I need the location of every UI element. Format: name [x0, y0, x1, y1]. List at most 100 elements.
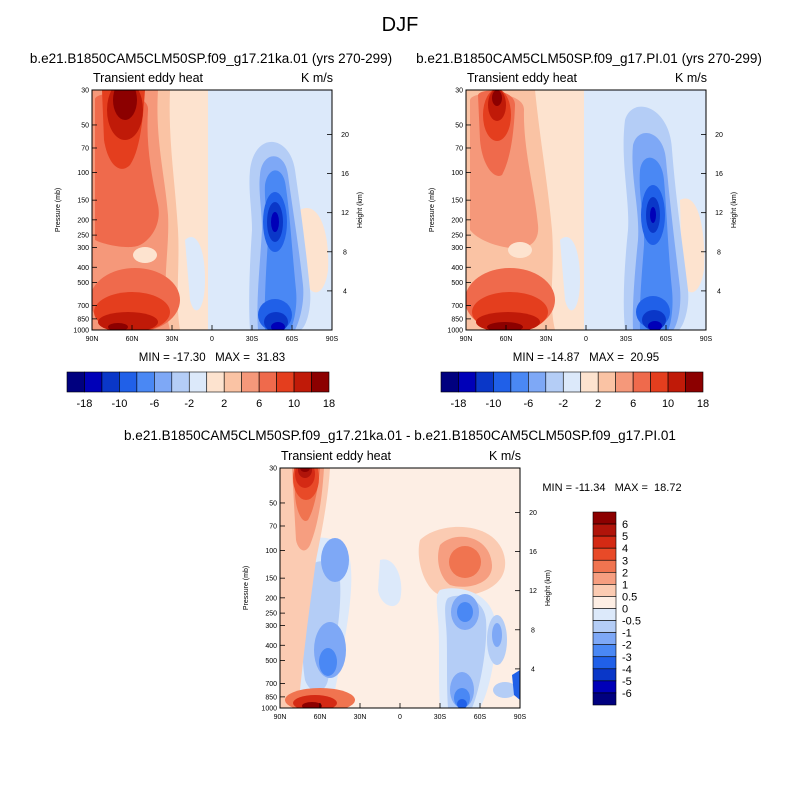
y-tick-label: 50 [455, 122, 463, 129]
y-tick-label: 30 [81, 88, 89, 95]
x-tick-label: 30S [246, 336, 259, 343]
height-tick-label: 20 [529, 510, 537, 517]
y-tick-label: 700 [451, 303, 463, 310]
colorbar-box [592, 535, 617, 549]
y-tick-label: 850 [265, 694, 277, 701]
colorbar-box [171, 371, 190, 393]
height-tick-label: 12 [341, 210, 349, 217]
colorbar-label: 2 [622, 567, 628, 579]
y-tick-label: 400 [451, 265, 463, 272]
left-subtitle: Transient eddy heat [93, 71, 204, 85]
colorbar-box [685, 371, 704, 393]
axes: 90N 60N 30N 0 30S 60S 90S 30 50 70 100 150 200 250 300… [73, 88, 349, 344]
colorbar-box [592, 644, 617, 658]
colorbar-label: -2 [184, 398, 194, 410]
y-tick-label: 50 [269, 500, 277, 507]
y-tick-label: 150 [451, 198, 463, 205]
y-tick-label: 200 [265, 595, 277, 602]
colorbar-label: 10 [288, 398, 300, 410]
x-tick-label: 90N [460, 336, 473, 343]
y-tick-label: 500 [77, 280, 89, 287]
y-tick-label: 250 [77, 233, 89, 240]
colorbar-21ka: -18 -10 -6 -2 2 6 10 18 [66, 371, 335, 410]
height-tick-label: 16 [529, 549, 537, 556]
colorbar-label: 6 [630, 398, 636, 410]
colorbar-box [592, 547, 617, 561]
colorbar-box [119, 371, 138, 393]
min-max-stats: MIN = -14.87 MAX = 20.95 [513, 352, 659, 364]
x-tick-label: 90S [700, 336, 713, 343]
colorbar-label: -4 [622, 664, 632, 676]
colorbar-box [592, 692, 617, 706]
colorbar-label: 5 [622, 531, 628, 543]
colorbar-label: 18 [323, 398, 335, 410]
height-axis-label: Height (km) [545, 570, 552, 606]
y-tick-label: 150 [265, 576, 277, 583]
x-tick-label: 30N [354, 714, 367, 721]
height-tick-label: 4 [717, 288, 721, 295]
colorbar-box [493, 371, 512, 393]
colorbar-label: -18 [77, 398, 93, 410]
colorbar-label: -18 [451, 398, 467, 410]
y-axis-label: Pressure (mb) [55, 188, 62, 232]
y-tick-label: 700 [77, 303, 89, 310]
colorbar-box [592, 511, 617, 525]
x-tick-label: 90N [274, 714, 287, 721]
colorbar-box [276, 371, 295, 393]
colorbar-label: 6 [256, 398, 262, 410]
y-tick-label: 70 [269, 523, 277, 530]
x-tick-label: 30N [540, 336, 553, 343]
colorbar-box [592, 523, 617, 537]
colorbar-label: -1 [622, 628, 632, 640]
colorbar-pi: -18 -10 -6 -2 2 6 10 18 [440, 371, 709, 410]
height-tick-label: 16 [715, 171, 723, 178]
panel-pi: b.e21.B1850CAM5CLM50SP.f09_g17.PI.01 (yr… [416, 51, 762, 364]
x-tick-label: 30S [620, 336, 633, 343]
colorbar-box [562, 371, 582, 393]
colorbar-box [206, 371, 225, 393]
x-tick-label: 60S [286, 336, 299, 343]
y-tick-label: 1000 [73, 328, 89, 335]
x-tick-label: 90S [326, 336, 339, 343]
colorbar-label: -10 [111, 398, 127, 410]
contour-field [466, 90, 706, 330]
y-tick-label: 1000 [261, 706, 277, 713]
y-tick-label: 100 [265, 548, 277, 555]
x-tick-label: 60S [474, 714, 487, 721]
y-tick-label: 850 [77, 316, 89, 323]
height-tick-label: 20 [341, 132, 349, 139]
colorbar-label: -2 [622, 640, 632, 652]
colorbar-box [311, 371, 330, 393]
colorbar-label: 4 [622, 543, 628, 555]
height-tick-label: 16 [341, 171, 349, 178]
colorbar-label: 2 [221, 398, 227, 410]
height-tick-label: 4 [343, 288, 347, 295]
x-tick-label: 90N [86, 336, 99, 343]
y-tick-label: 70 [455, 145, 463, 152]
height-tick-label: 4 [531, 666, 535, 673]
colorbar-box [592, 680, 617, 694]
colorbar-label: 6 [622, 519, 628, 531]
y-tick-label: 70 [81, 145, 89, 152]
y-tick-label: 250 [451, 233, 463, 240]
colorbar-box [592, 584, 617, 597]
y-tick-label: 250 [265, 611, 277, 618]
colorbar-label: 10 [662, 398, 674, 410]
x-tick-label: 60S [660, 336, 673, 343]
colorbar-label: 18 [697, 398, 709, 410]
colorbar-box [592, 608, 617, 621]
x-tick-label: 60N [126, 336, 139, 343]
height-tick-label: 12 [529, 588, 537, 595]
colorbar-box [615, 371, 634, 393]
contour-field [92, 90, 332, 330]
x-tick-label: 0 [584, 336, 588, 343]
height-tick-label: 20 [715, 132, 723, 139]
colorbar-box [592, 620, 617, 633]
contour-field [280, 468, 520, 708]
panel-title: b.e21.B1850CAM5CLM50SP.f09_g17.21ka.01 -… [124, 428, 676, 443]
colorbar-box [223, 371, 242, 393]
colorbar-box [84, 371, 103, 393]
panel-title: b.e21.B1850CAM5CLM50SP.f09_g17.PI.01 (yr… [416, 51, 762, 66]
height-tick-label: 8 [717, 249, 721, 256]
y-tick-label: 300 [451, 245, 463, 252]
